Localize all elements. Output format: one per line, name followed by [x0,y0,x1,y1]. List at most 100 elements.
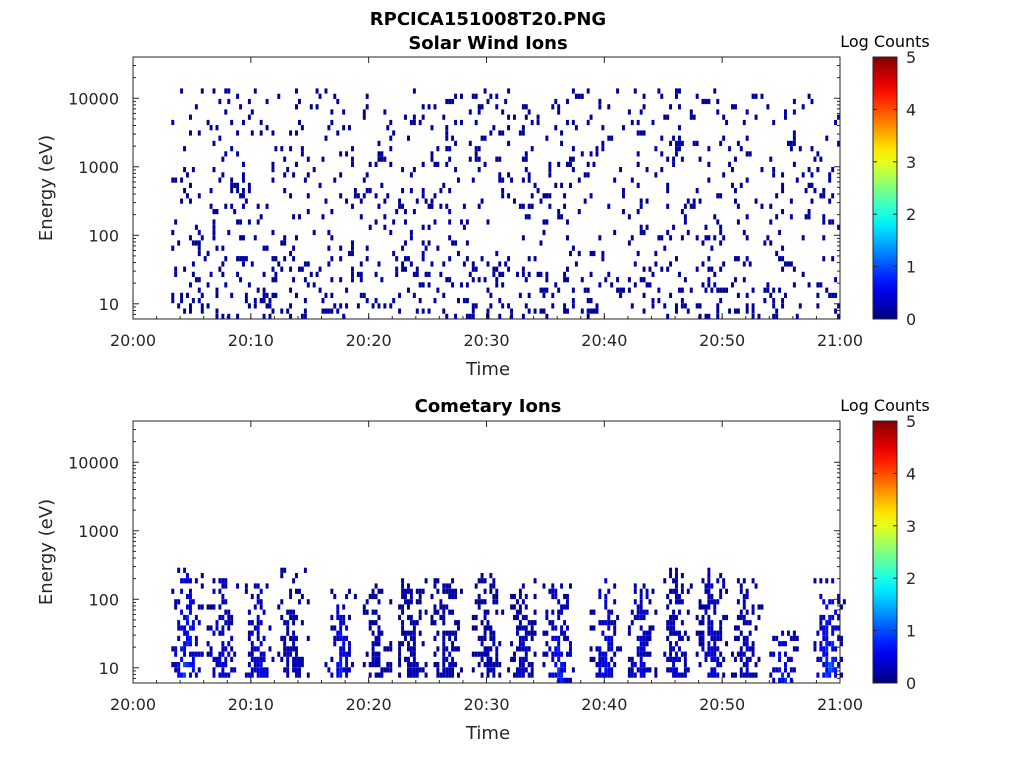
count-cell [822,614,826,621]
count-cell [719,193,723,199]
count-cell [716,662,720,668]
count-cell [253,303,257,309]
count-cell [598,282,602,288]
count-cell [451,662,455,668]
count-cell [286,620,290,626]
count-cell [474,625,478,631]
count-cell [377,651,381,657]
count-cell [675,672,678,678]
count-cell [300,266,304,272]
count-cell [719,635,723,641]
count-cell [683,662,687,668]
count-cell [554,635,558,641]
y-tick-label: 1000 [78,522,119,541]
count-cell [651,119,655,126]
count-cell [474,93,478,99]
count-cell [680,235,684,241]
count-cell [215,313,219,319]
count-cell [412,114,416,120]
count-cell [418,599,422,605]
count-cell [707,146,711,152]
count-cell [689,203,693,209]
count-cell [486,667,490,673]
count-cell [194,240,198,246]
count-cell [171,292,175,298]
count-cell [716,308,720,314]
count-cell [801,104,805,110]
count-cell [300,313,304,319]
count-cell [259,214,263,220]
count-cell [695,630,699,636]
count-cell [713,271,717,277]
count-cell [212,667,216,673]
count-cell [563,193,567,199]
count-cell [227,672,231,678]
count-cell [445,98,449,105]
count-cell [218,135,222,141]
count-cell [698,313,702,319]
count-cell [498,156,502,162]
count-cell [689,287,693,293]
count-cell [401,641,405,647]
count-cell [518,625,522,631]
count-cell [209,203,213,209]
count-cell [566,277,569,283]
count-cell [507,114,511,120]
count-cell [666,266,670,272]
count-cell [666,656,670,662]
count-cell [268,313,272,319]
count-cell [445,313,449,319]
count-cell [742,662,746,668]
count-cell [557,109,561,115]
count-cell [194,641,198,647]
count-cell [675,578,678,584]
count-cell [610,620,614,626]
count-cell [645,641,649,647]
count-cell [807,282,811,288]
count-cell [507,88,511,94]
y-tick-label: 100 [88,590,119,609]
count-cell [557,672,561,678]
count-cell [569,182,572,188]
count-cell [451,282,455,288]
count-cell [831,641,835,647]
count-cell [433,298,437,304]
count-cell [722,172,726,178]
count-cell [607,609,611,615]
count-cell [707,604,711,610]
count-cell [177,620,181,626]
count-cell [792,135,796,141]
count-cell [704,583,708,589]
count-cell [298,588,301,594]
count-cell [194,651,198,657]
count-cell [586,308,590,314]
count-cell [751,308,755,314]
count-cell [736,614,740,621]
count-cell [672,224,676,230]
count-cell [174,646,178,652]
colorbar-tick-label: 3 [906,517,916,536]
count-cell [542,651,546,657]
count-cell [436,287,440,293]
count-cell [183,630,187,636]
count-cell [672,667,676,673]
count-cell [701,98,705,105]
count-cell [601,125,605,131]
count-cell [589,151,593,157]
count-cell [351,271,354,277]
count-cell [218,578,222,584]
count-cell [480,641,484,647]
count-cell [672,630,676,636]
count-cell [692,140,696,146]
count-cell [371,641,375,647]
count-cell [389,303,393,309]
count-cell [757,656,761,662]
x-tick-label: 20:40 [581,331,627,350]
count-cell [203,256,207,262]
count-cell [471,667,475,673]
count-cell [383,198,387,204]
count-cell [474,583,478,589]
count-cell [200,583,204,589]
count-cell [722,614,726,621]
count-cell [660,151,664,157]
